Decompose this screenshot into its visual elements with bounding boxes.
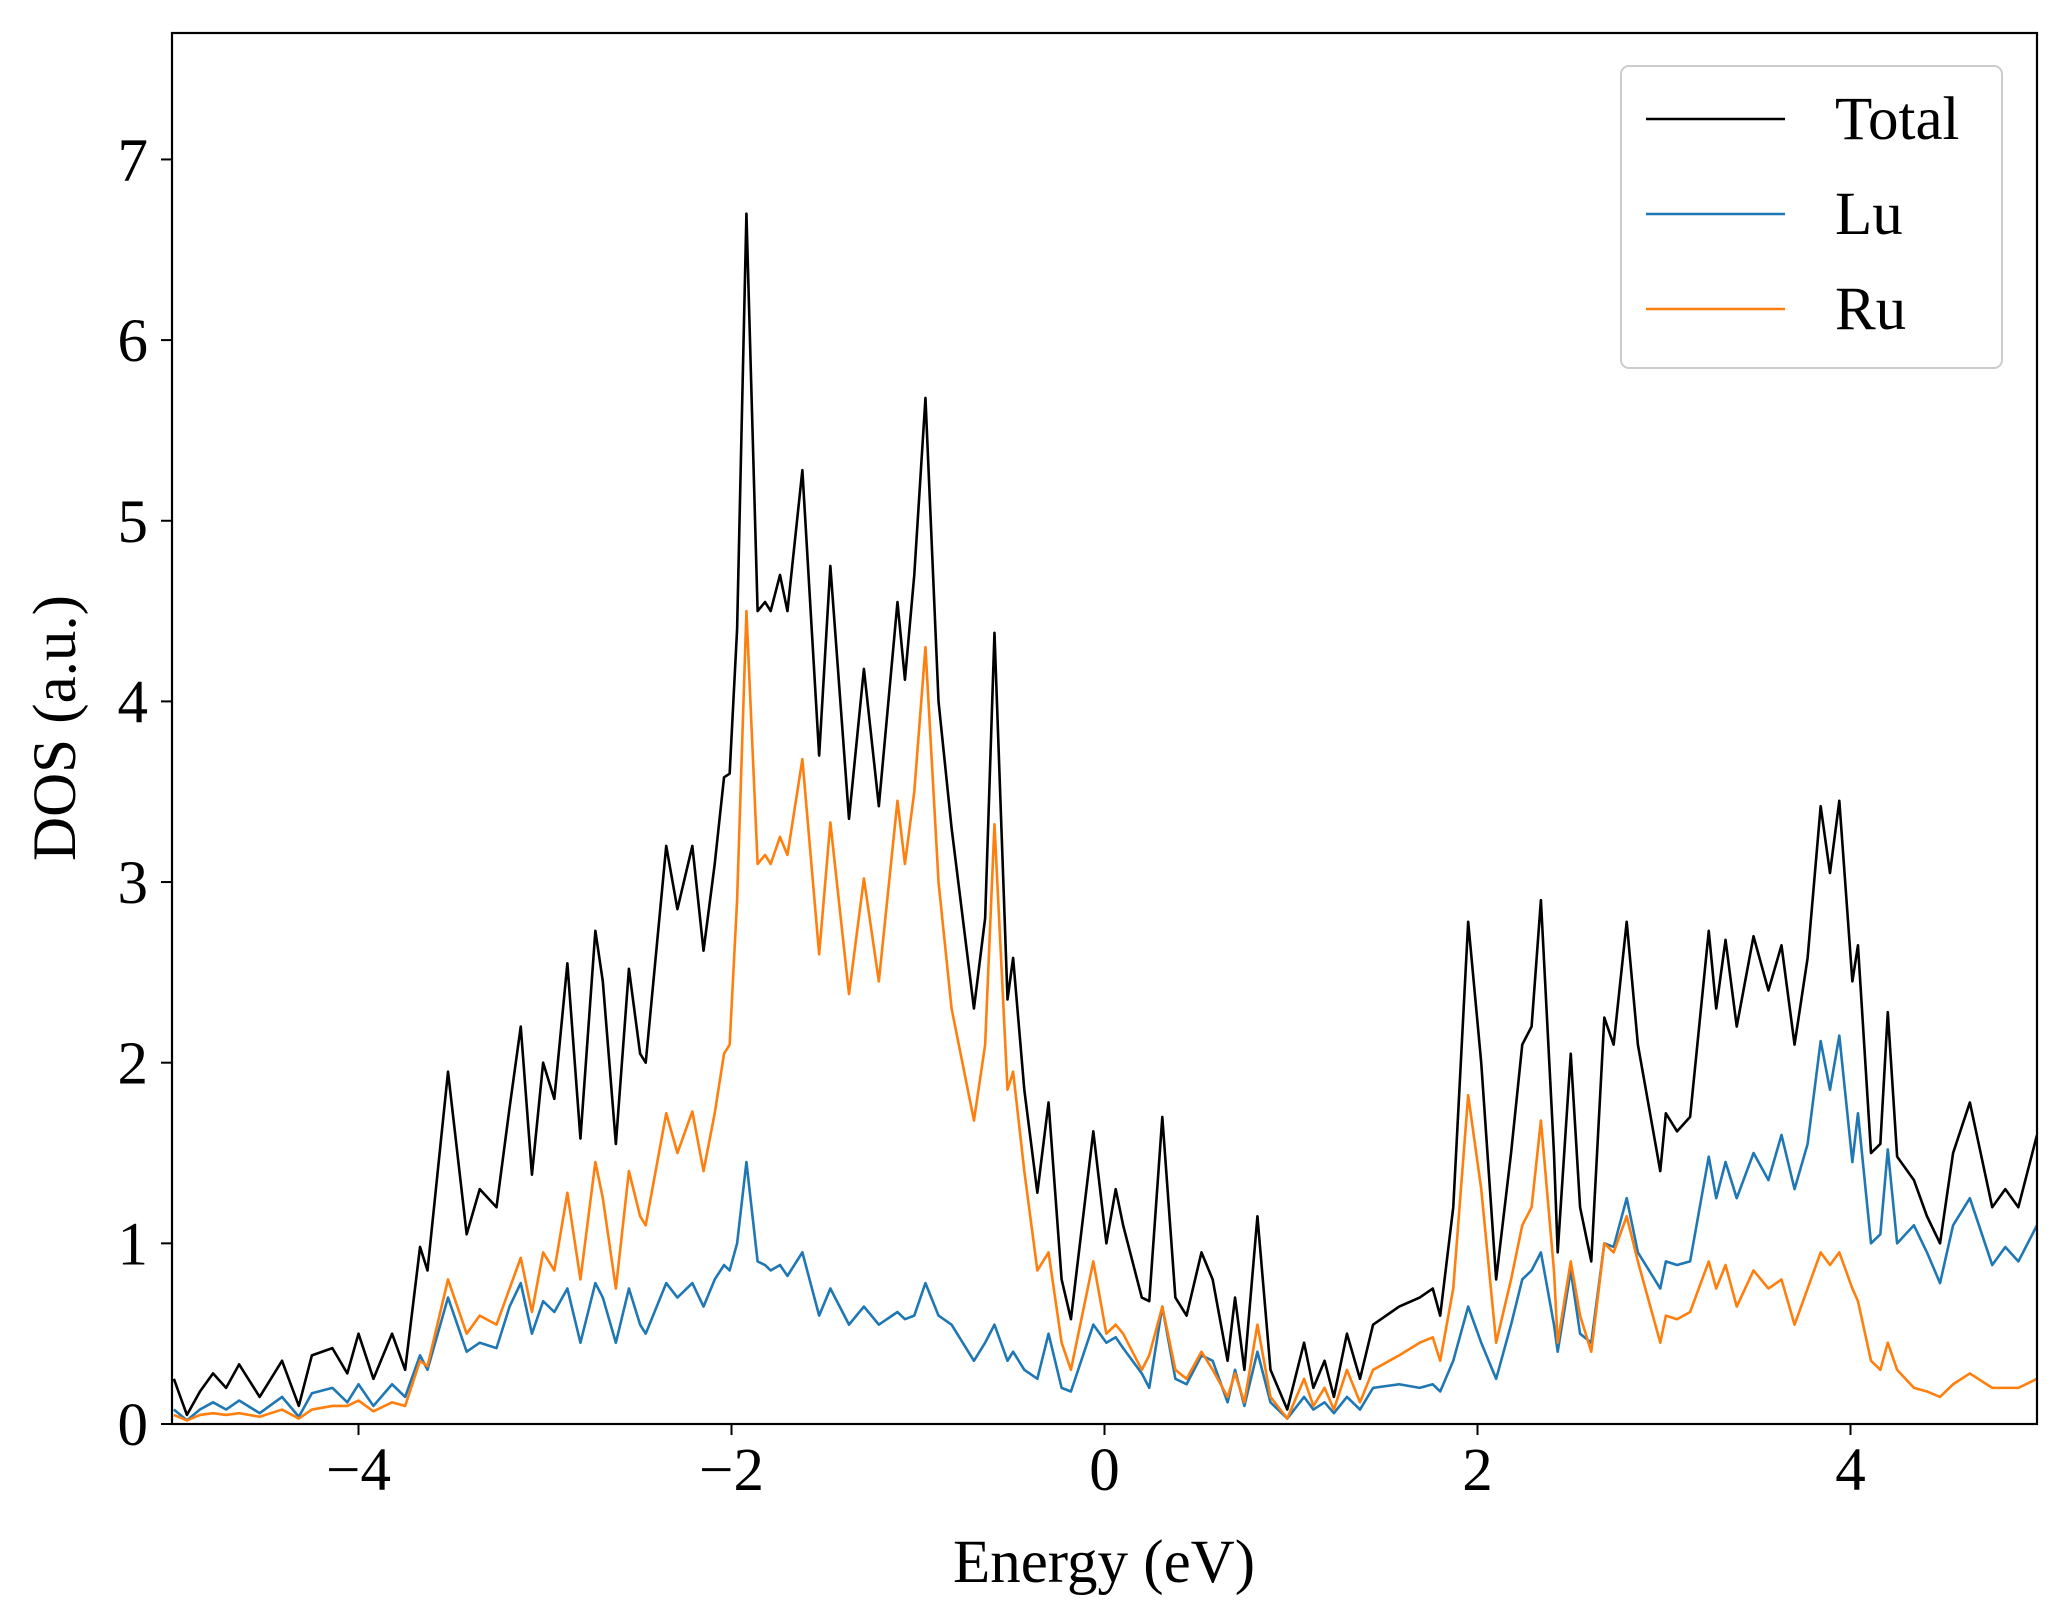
legend-label: Total bbox=[1835, 86, 1959, 153]
series-line bbox=[173, 1034, 2037, 1422]
y-axis-label: DOS (a.u.) bbox=[22, 595, 89, 861]
series-line bbox=[173, 609, 2037, 1422]
legend-box bbox=[1620, 65, 2003, 369]
x-tick-label: −2 bbox=[699, 1437, 764, 1504]
x-tick-label: 0 bbox=[1089, 1437, 1120, 1504]
y-tick-label: 0 bbox=[118, 1392, 149, 1459]
series-line bbox=[172, 212, 2037, 1417]
y-tick-label: 2 bbox=[118, 1031, 149, 1098]
x-tick-label: 4 bbox=[1835, 1437, 1866, 1504]
y-tick-label: 5 bbox=[118, 489, 149, 556]
x-tick-label: 2 bbox=[1462, 1437, 1493, 1504]
x-tick-label: −4 bbox=[326, 1437, 391, 1504]
y-tick-label: 4 bbox=[118, 669, 149, 736]
x-axis-label: Energy (eV) bbox=[953, 1529, 1255, 1596]
legend-label: Ru bbox=[1835, 276, 1906, 343]
y-tick-label: 3 bbox=[118, 850, 149, 917]
y-tick-label: 6 bbox=[118, 308, 149, 375]
legend-label: Lu bbox=[1835, 181, 1903, 248]
y-tick-label: 7 bbox=[118, 127, 149, 194]
y-tick-label: 1 bbox=[118, 1211, 149, 1278]
